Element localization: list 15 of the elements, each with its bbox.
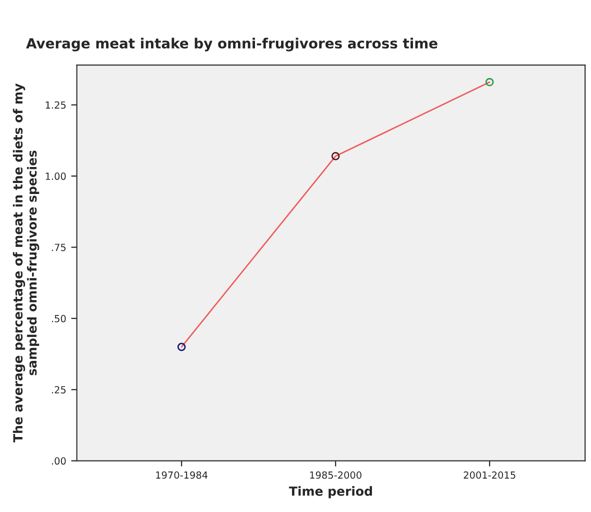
y-axis-title: The average percentage of meat in the diets of my sampled omni-frugivore species xyxy=(12,84,40,442)
point xyxy=(485,78,494,86)
y-tick-label: .75 xyxy=(52,244,66,252)
y-tick-label: 1.25 xyxy=(46,101,66,109)
chart-title: Average meat intake by omni-frugivores across time xyxy=(26,38,438,52)
y-tick-label: .00 xyxy=(52,457,66,465)
x-tick-label: 1970-1984 xyxy=(156,471,208,479)
y-tick-label: .25 xyxy=(52,386,66,394)
x-axis-title: Time period xyxy=(288,486,372,498)
y-tick-label: .50 xyxy=(52,314,66,322)
y-tick-label: 1.00 xyxy=(46,172,66,180)
point xyxy=(331,152,340,160)
point xyxy=(177,342,186,352)
x-tick-label: 2001-2015 xyxy=(464,471,516,479)
x-tick-label: 1985-2000 xyxy=(310,471,362,479)
